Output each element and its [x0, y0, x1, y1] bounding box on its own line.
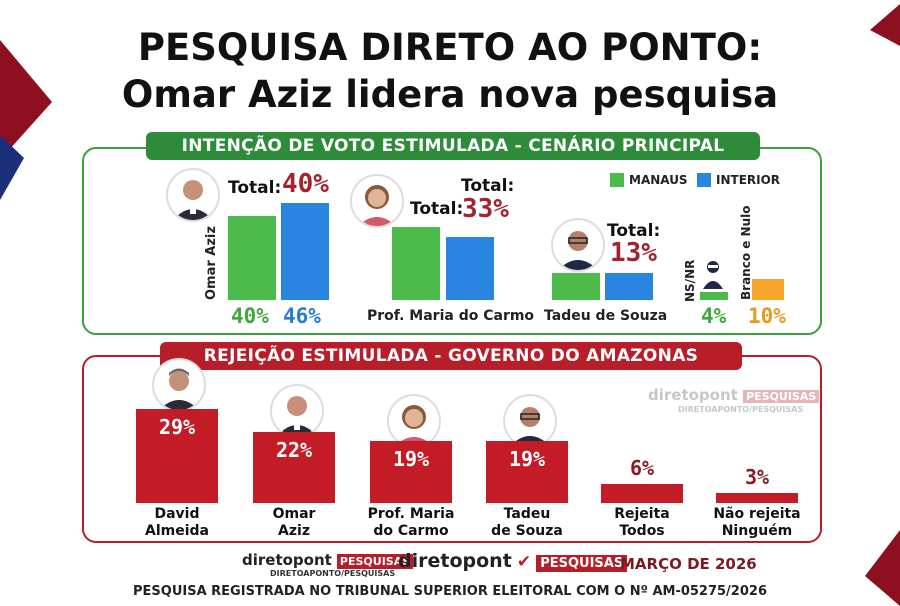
avatar-david-almeida [152, 358, 206, 412]
footer-registration: PESQUISA REGISTRADA NO TRIBUNAL SUPERIOR… [133, 584, 767, 599]
decor-corner-right [870, 4, 900, 46]
bar-tadeu-interior [605, 272, 653, 300]
rejection-bar [136, 408, 218, 503]
bar-maria-manaus [392, 226, 440, 300]
rejection-category-label: Não rejeita Ninguém [704, 506, 810, 540]
footer-logo-main-tag: PESQUISAS [536, 555, 628, 572]
value-omar-interior: 46% [283, 304, 321, 328]
rejection-value: 19% [392, 447, 430, 472]
rejection-value: 22% [275, 437, 313, 462]
bar-omar-manaus [228, 216, 276, 300]
rejection-category-line2: do Carmo [373, 523, 449, 539]
rejection-value: 19% [508, 447, 546, 472]
value-ns-nr: 4% [701, 304, 727, 328]
rejection-category-line1: David [154, 506, 200, 522]
watermark-tag: PESQUISAS [743, 390, 820, 403]
rejection-category-line1: Não rejeita [713, 506, 801, 522]
footer-date: MARÇO DE 2026 [620, 555, 757, 573]
total-label-maria: Total: [410, 199, 464, 219]
avatar-tadeu-rejection [503, 394, 557, 448]
rejection-category-label: Omar Aziz [241, 506, 347, 540]
avatar-maria-rejection [387, 394, 441, 448]
rejection-bar [253, 431, 335, 503]
decor-corner-left [0, 40, 52, 200]
legend-label-manaus: MANAUS [629, 173, 688, 187]
rejection-category-line1: Rejeita [614, 506, 670, 522]
candidate-name-tadeu: Tadeu de Souza [544, 308, 668, 324]
label-branco-nulo: Branco e Nulo [739, 205, 753, 301]
rejection-category-line2: Aziz [278, 523, 310, 539]
rejection-bar [370, 441, 452, 503]
label-ns-nr: NS/NR [683, 259, 697, 302]
legend-swatch-interior [697, 173, 711, 187]
rejection-category-line2: Todos [619, 523, 665, 539]
footer-logo-small: diretopont PESQUISAS [242, 550, 414, 569]
rejection-category-label: David Almeida [124, 506, 230, 540]
rejection-category-line2: de Souza [491, 523, 563, 539]
rejection-value: 3% [744, 465, 770, 490]
rejection-category-line1: Prof. Maria [367, 506, 455, 522]
rejection-bar [601, 483, 683, 503]
avatar-omar-aziz [166, 168, 220, 222]
check-icon: ✔ [516, 552, 532, 572]
avatar-maria-do-carmo [350, 174, 404, 228]
rejection-category-line2: Almeida [145, 523, 209, 539]
bar-branco-nulo [752, 279, 784, 300]
vote-intention-banner: INTENÇÃO DE VOTO ESTIMULADA - CENÁRIO PR… [146, 132, 760, 160]
rejection-category-line2: Ninguém [721, 523, 793, 539]
rejection-bar [716, 493, 798, 503]
value-branco-nulo: 10% [748, 304, 786, 328]
avatar-omar-aziz-rejection [270, 384, 324, 438]
bar-omar-interior [281, 203, 329, 300]
bar-ns-nr [700, 291, 728, 300]
value-omar-manaus: 40% [231, 304, 269, 328]
page-title-line2: Omar Aziz lidera nova pesquisa [121, 73, 779, 116]
candidate-name-omar-vertical: Omar Aziz [204, 226, 219, 300]
watermark-brand-text: diretopont [648, 386, 738, 404]
rejection-banner: REJEIÇÃO ESTIMULADA - GOVERNO DO AMAZONA… [160, 342, 742, 370]
footer-logo-main: diretopont ✔ PESQUISAS [398, 550, 628, 572]
rejection-category-label: Tadeu de Souza [474, 506, 580, 540]
legend-swatch-manaus [610, 173, 624, 187]
total-label-maria-top: Total: [461, 176, 515, 196]
bar-maria-interior [446, 237, 494, 300]
total-label-omar: Total: [228, 178, 282, 198]
watermark-brand: diretopont PESQUISAS [648, 386, 820, 404]
rejection-category-label: Rejeita Todos [589, 506, 695, 540]
total-label-tadeu: Total: [607, 221, 661, 241]
total-value-maria: 33% [462, 194, 509, 224]
footer-logo-main-brand: direto [398, 550, 463, 572]
bar-tadeu-manaus [552, 272, 600, 300]
rejection-value: 6% [629, 455, 655, 480]
avatar-tadeu-de-souza [551, 218, 605, 272]
decor-corner-bottom-right [865, 530, 900, 606]
legend-label-interior: INTERIOR [716, 173, 781, 187]
unknown-person-icon [703, 261, 723, 289]
footer-logo-main-brand2: pont [462, 550, 512, 572]
candidate-name-maria: Prof. Maria do Carmo [367, 308, 535, 324]
footer-logo-small-tag: PESQUISAS [336, 554, 414, 569]
page-title-line1: PESQUISA DIRETO AO PONTO: [137, 26, 763, 69]
rejection-category-line1: Omar [272, 506, 316, 522]
rejection-category-label: Prof. Maria do Carmo [358, 506, 464, 540]
footer-logo-small-brand: diretopont [242, 551, 332, 569]
rejection-bar [486, 441, 568, 503]
watermark-url: DIRETOAPONTO/PESQUISAS [678, 405, 804, 414]
total-value-tadeu: 13% [610, 238, 657, 268]
rejection-value: 29% [158, 414, 196, 439]
total-value-omar: 40% [282, 169, 329, 199]
rejection-category-line1: Tadeu [503, 506, 551, 522]
footer-logo-small-url: DIRETOAPONTO/PESQUISAS [270, 569, 396, 578]
